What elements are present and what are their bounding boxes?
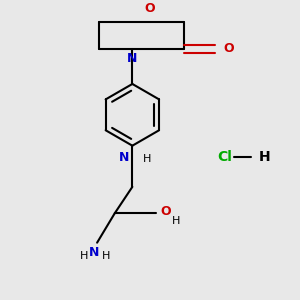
Text: H: H: [80, 251, 88, 261]
Text: N: N: [89, 246, 99, 259]
Text: O: O: [224, 42, 234, 55]
Text: N: N: [119, 151, 129, 164]
Text: N: N: [127, 52, 138, 64]
Text: Cl: Cl: [218, 150, 232, 164]
Text: O: O: [145, 2, 155, 15]
Text: H: H: [102, 251, 110, 261]
Text: H: H: [259, 150, 270, 164]
Text: H: H: [172, 216, 180, 226]
Text: O: O: [160, 205, 171, 218]
Text: H: H: [143, 154, 151, 164]
